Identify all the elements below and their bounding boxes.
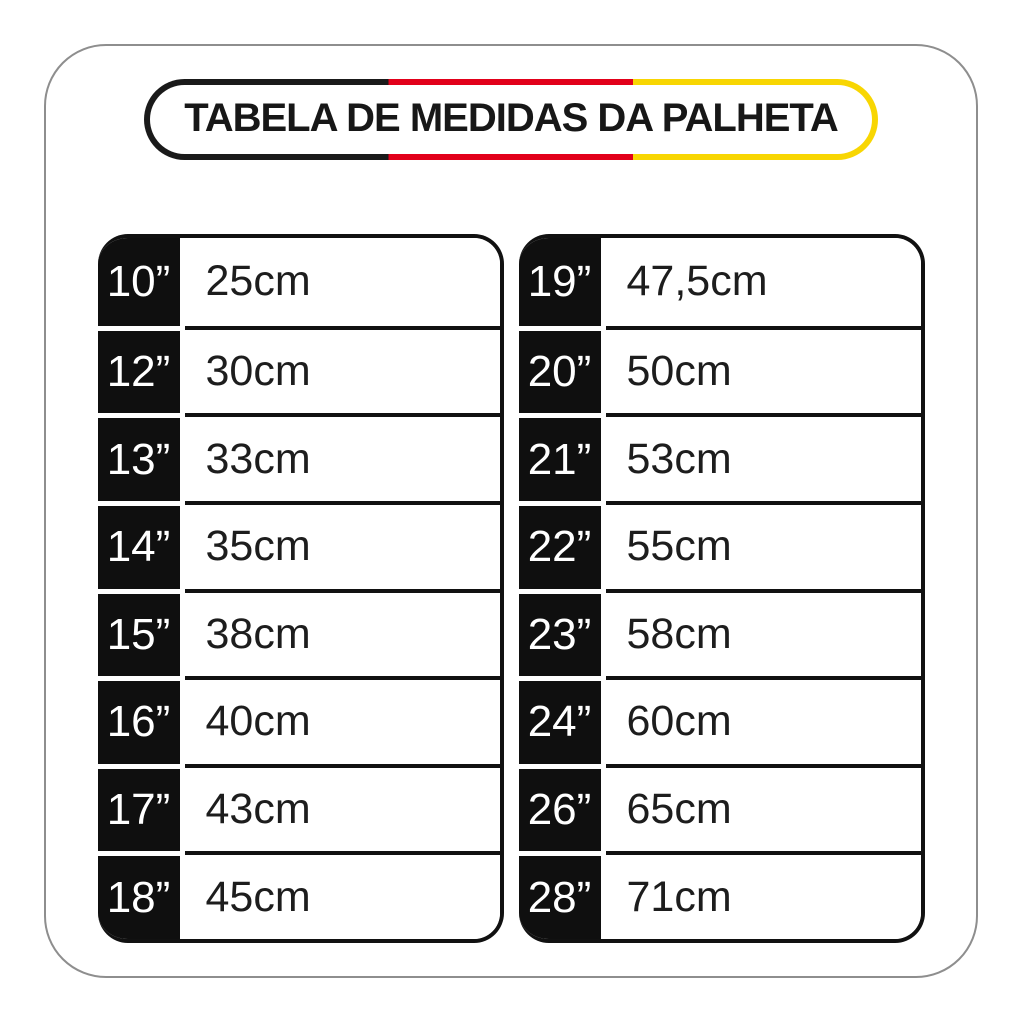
table-row: 10” 25cm (97, 238, 500, 326)
size-inches-cell: 21” (518, 413, 601, 501)
title-pill: TABELA DE MEDIDAS DA PALHETA (144, 79, 878, 160)
table-row: 23” 58cm (518, 588, 921, 677)
size-inches-cell: 15” (97, 588, 180, 677)
page-title: TABELA DE MEDIDAS DA PALHETA (184, 96, 838, 140)
size-inches-cell: 17” (97, 763, 180, 852)
size-cm-cell: 40cm (184, 676, 500, 764)
size-inches-cell: 26” (518, 763, 601, 852)
size-cm-cell: 60cm (605, 676, 921, 764)
size-cm-cell: 38cm (184, 588, 500, 677)
table-row: 16” 40cm (97, 676, 500, 764)
size-cm-cell: 47,5cm (605, 238, 921, 326)
table-row: 18” 45cm (97, 851, 500, 939)
size-inches-cell: 28” (518, 851, 601, 939)
title-pill-row: TABELA DE MEDIDAS DA PALHETA (46, 79, 976, 160)
size-cm-cell: 30cm (184, 325, 500, 414)
size-inches-cell: 14” (97, 500, 180, 589)
table-row: 19” 47,5cm (518, 238, 921, 326)
table-row: 13” 33cm (97, 413, 500, 501)
size-cm-cell: 71cm (605, 851, 921, 939)
size-table-right: 19” 47,5cm 20” 50cm 21” 53cm 22” 55cm (518, 234, 925, 943)
table-row: 21” 53cm (518, 413, 921, 501)
size-cm-cell: 45cm (184, 851, 500, 939)
size-inches-cell: 20” (518, 325, 601, 414)
tables-container: 10” 25cm 12” 30cm 13” 33cm 14” 35cm (46, 234, 976, 943)
size-cm-cell: 35cm (184, 500, 500, 589)
size-cm-cell: 43cm (184, 763, 500, 852)
size-table-left: 10” 25cm 12” 30cm 13” 33cm 14” 35cm (97, 234, 504, 943)
table-row: 20” 50cm (518, 325, 921, 414)
size-cm-cell: 33cm (184, 413, 500, 501)
table-row: 28” 71cm (518, 851, 921, 939)
table-row: 22” 55cm (518, 500, 921, 589)
size-chart-card: TABELA DE MEDIDAS DA PALHETA 10” 25cm 12… (44, 44, 978, 978)
table-row: 26” 65cm (518, 763, 921, 852)
size-inches-cell: 23” (518, 588, 601, 677)
size-cm-cell: 25cm (184, 238, 500, 326)
size-inches-cell: 19” (518, 238, 601, 326)
size-cm-cell: 55cm (605, 500, 921, 589)
table-row: 12” 30cm (97, 325, 500, 414)
size-inches-cell: 18” (97, 851, 180, 939)
size-inches-cell: 16” (97, 676, 180, 764)
size-cm-cell: 53cm (605, 413, 921, 501)
table-row: 14” 35cm (97, 500, 500, 589)
size-inches-cell: 10” (97, 238, 180, 326)
size-cm-cell: 58cm (605, 588, 921, 677)
title-pill-inner: TABELA DE MEDIDAS DA PALHETA (150, 85, 872, 154)
size-inches-cell: 22” (518, 500, 601, 589)
table-row: 15” 38cm (97, 588, 500, 677)
size-inches-cell: 12” (97, 325, 180, 414)
size-cm-cell: 65cm (605, 763, 921, 852)
size-inches-cell: 24” (518, 676, 601, 764)
table-row: 17” 43cm (97, 763, 500, 852)
size-cm-cell: 50cm (605, 325, 921, 414)
size-inches-cell: 13” (97, 413, 180, 501)
table-row: 24” 60cm (518, 676, 921, 764)
